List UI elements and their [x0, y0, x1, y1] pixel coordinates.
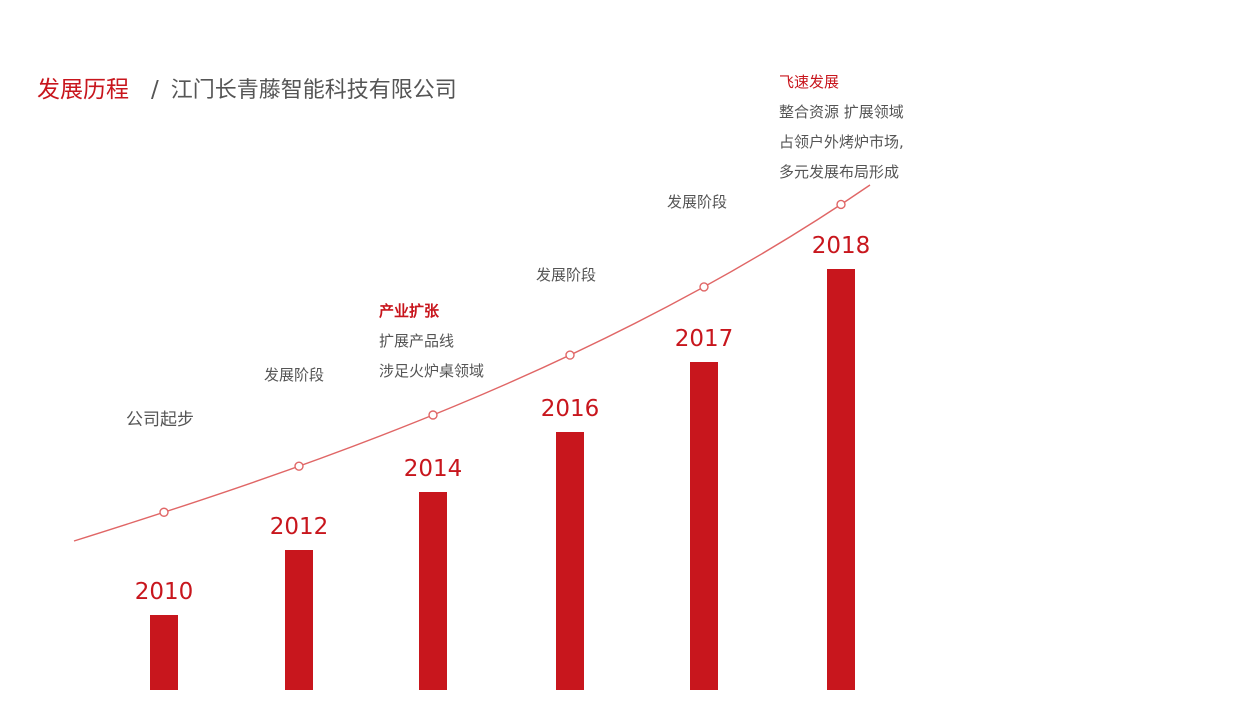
- expansion-line-1: 扩展产品线: [379, 332, 455, 350]
- year-label-2018: 2018: [812, 233, 871, 259]
- bar-2017: [690, 362, 718, 690]
- page-title: 发展历程: [37, 77, 129, 103]
- annotation-stage-2017: 发展阶段: [667, 193, 728, 211]
- page-header: 发展历程 / 江门长青藤智能科技有限公司: [37, 70, 457, 104]
- year-label-2010: 2010: [135, 579, 194, 605]
- annotation-stage-2016: 发展阶段: [536, 266, 597, 284]
- expansion-heading: 产业扩张: [379, 302, 440, 320]
- curve-marker-2010: [159, 507, 169, 517]
- curve-marker-2018: [836, 199, 846, 210]
- bar-group: [150, 269, 855, 690]
- year-label-2017: 2017: [675, 326, 734, 352]
- title-separator: /: [151, 77, 159, 103]
- growth-trend-curve: [73, 184, 871, 542]
- annotation-rapid-growth: 飞速发展 整合资源 扩展领域 占领户外烤炉市场, 多元发展布局形成: [779, 67, 904, 187]
- expansion-line-2: 涉足火炉桌领域: [379, 362, 485, 380]
- year-label-2014: 2014: [404, 456, 463, 482]
- curve-marker-2016: [565, 350, 575, 360]
- bar-2018: [827, 269, 855, 690]
- year-label-2012: 2012: [270, 514, 329, 540]
- rapid-growth-heading: 飞速发展: [779, 73, 840, 91]
- bar-2010: [150, 615, 178, 690]
- curve-marker-2017: [699, 282, 709, 292]
- rapid-growth-line-1: 整合资源 扩展领域: [779, 103, 904, 121]
- curve-marker-2014: [428, 410, 438, 420]
- year-label-group: 2010 2012 2014 2016 2017 2018: [135, 233, 871, 605]
- company-name: 江门长青藤智能科技有限公司: [170, 78, 457, 103]
- bar-2014: [419, 492, 447, 690]
- curve-marker-2012: [294, 461, 304, 471]
- bar-2016: [556, 432, 584, 690]
- year-label-2016: 2016: [541, 396, 600, 422]
- bar-2012: [285, 550, 313, 690]
- annotation-company-start: 公司起步: [126, 410, 194, 430]
- annotation-industry-expansion: 产业扩张 扩展产品线 涉足火炉桌领域: [379, 296, 484, 386]
- rapid-growth-line-2: 占领户外烤炉市场,: [779, 133, 904, 151]
- rapid-growth-line-3: 多元发展布局形成: [779, 163, 900, 181]
- curve-marker-group: [159, 199, 846, 517]
- annotation-stage-2012: 发展阶段: [264, 366, 325, 384]
